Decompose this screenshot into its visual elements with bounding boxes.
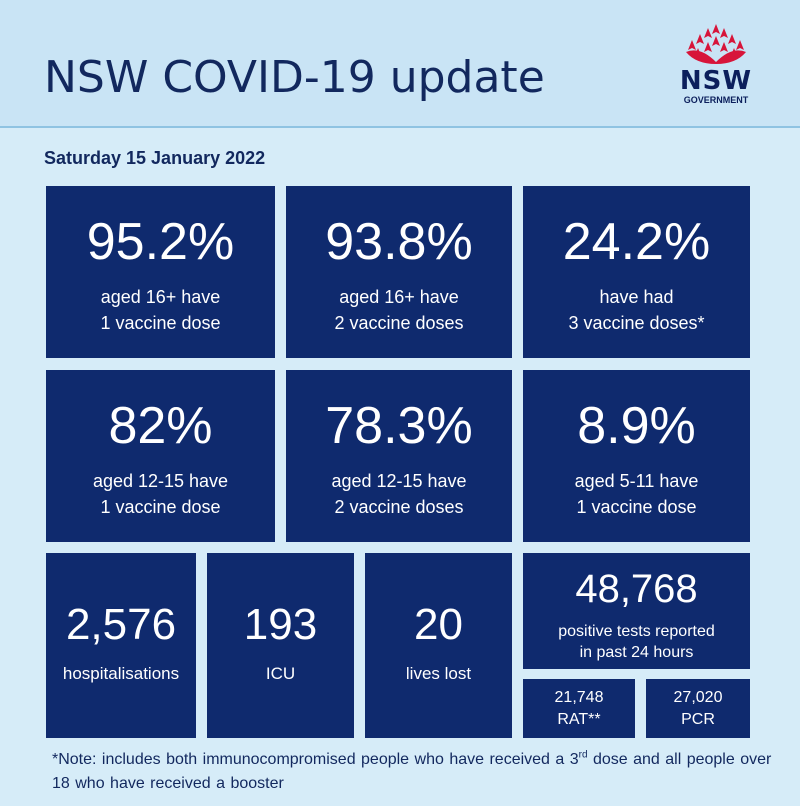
stat-label-line1: aged 12-15 have [331, 471, 467, 491]
stat-tile-hospitalisations: 2,576 hospitalisations [46, 553, 196, 738]
stat-label-line2: 2 vaccine doses [334, 497, 464, 517]
stat-tile-5-11-1-dose: 8.9% aged 5-11 have 1 vaccine dose [523, 370, 750, 542]
positive-tests-label-line2: in past 24 hours [579, 644, 694, 661]
stat-label-line1: aged 5-11 have [574, 471, 699, 491]
stat-value: 95.2% [86, 213, 235, 271]
logo-text: NSW [679, 66, 753, 96]
pcr-value: 27,020 [673, 689, 723, 706]
header: NSW COVID-19 update NSW GOVERNMENT [0, 0, 800, 128]
stat-tile-positive-tests: 48,768 positive tests reported in past 2… [523, 553, 750, 669]
hospitalisations-label: hospitalisations [62, 664, 180, 683]
stat-tile-16plus-1-dose: 95.2% aged 16+ have 1 vaccine dose [46, 186, 275, 358]
stat-tile-16plus-2-doses: 93.8% aged 16+ have 2 vaccine doses [286, 186, 512, 358]
stat-value: 93.8% [325, 213, 473, 271]
stat-tile-12-15-1-dose: 82% aged 12-15 have 1 vaccine dose [46, 370, 275, 542]
nsw-government-logo: NSW GOVERNMENT [668, 22, 764, 112]
stat-tile-12-15-2-doses: 78.3% aged 12-15 have 2 vaccine doses [286, 370, 512, 542]
stat-value: 24.2% [562, 213, 711, 271]
stat-label-line1: aged 12-15 have [92, 471, 229, 491]
stat-tile-3-doses: 24.2% have had 3 vaccine doses* [523, 186, 750, 358]
stat-label-line1: have had [599, 287, 674, 307]
positive-tests-label-line1: positive tests reported [558, 623, 715, 640]
hospitalisations-value: 2,576 [65, 600, 177, 649]
lives-lost-label: lives lost [405, 664, 472, 683]
stat-value: 8.9% [577, 397, 696, 455]
stat-label-line2: 1 vaccine dose [100, 313, 221, 333]
stat-tile-icu: 193 ICU [207, 553, 354, 738]
footnote-superscript: rd [578, 749, 588, 761]
stat-tile-pcr: 27,020 PCR [646, 679, 750, 738]
rat-label: RAT** [557, 711, 601, 728]
stat-label-line2: 3 vaccine doses* [568, 313, 705, 333]
stat-value: 78.3% [325, 397, 473, 455]
stat-tile-lives-lost: 20 lives lost [365, 553, 512, 738]
icu-label: ICU [265, 664, 296, 683]
stat-label-line1: aged 16+ have [339, 287, 459, 307]
logo-subtext: GOVERNMENT [683, 95, 749, 105]
stat-value: 82% [108, 397, 213, 455]
positive-tests-value: 48,768 [575, 567, 698, 611]
stat-label-line2: 1 vaccine dose [576, 497, 697, 517]
stat-label-line2: 1 vaccine dose [100, 497, 221, 517]
stat-tile-rat: 21,748 RAT** [523, 679, 635, 738]
pcr-label: PCR [681, 711, 715, 728]
stat-label-line1: aged 16+ have [100, 287, 221, 307]
rat-value: 21,748 [554, 689, 604, 706]
waratah-logo-icon [686, 24, 746, 64]
footnote: *Note: includes both immunocompromised p… [52, 748, 772, 796]
footnote-part2: dose and all people over 18 who have rec… [52, 751, 772, 792]
icu-value: 193 [243, 600, 318, 649]
stat-label-line2: 2 vaccine doses [334, 313, 464, 333]
report-date: Saturday 15 January 2022 [44, 148, 266, 168]
lives-lost-value: 20 [414, 600, 463, 649]
footnote-part1: *Note: includes both immunocompromised p… [52, 751, 579, 768]
page-title: NSW COVID-19 update [44, 52, 545, 103]
